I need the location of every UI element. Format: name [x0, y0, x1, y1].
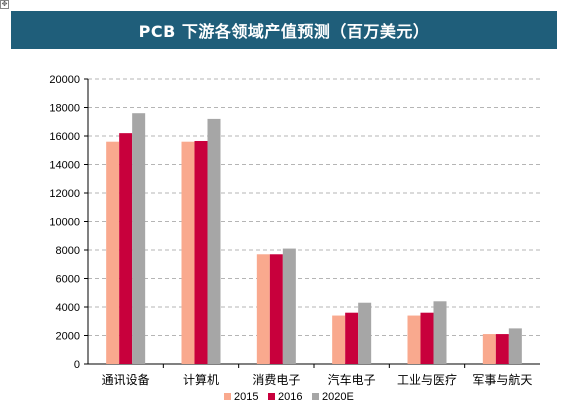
x-tick-label: 消费电子 — [252, 373, 300, 387]
legend-swatch-2016 — [268, 393, 275, 400]
y-tick-label: 6000 — [56, 274, 80, 286]
x-tick-label: 通讯设备 — [102, 373, 150, 387]
bar-2015-3 — [332, 315, 346, 364]
axis-labels: 0 2000 4000 6000 8000 10000 12000 14000 16000 180… — [49, 74, 532, 387]
legend-swatch-2020e — [312, 393, 319, 400]
move-handle-icon: ✥ — [0, 0, 9, 9]
axes — [84, 78, 540, 368]
bar-2016-5 — [495, 334, 509, 364]
y-tick-label: 0 — [74, 359, 80, 371]
bar-2020e-2 — [282, 248, 296, 364]
y-tick-label: 14000 — [49, 160, 80, 172]
bar-2015-2 — [256, 254, 270, 364]
chart-title: PCB 下游各领域产值预测（百万美元） — [11, 11, 557, 49]
y-tick-label: 16000 — [49, 131, 80, 143]
x-tick-label: 汽车电子 — [328, 372, 376, 387]
y-tick-label: 10000 — [49, 217, 80, 229]
bar-2015-1 — [181, 141, 195, 364]
x-tick-label: 工业与医疗 — [397, 373, 457, 387]
legend-label-2016: 2016 — [278, 391, 302, 403]
y-tick-label: 2000 — [56, 331, 80, 343]
legend: 2015 2016 2020E — [224, 391, 354, 403]
bar-2020e-3 — [358, 302, 372, 364]
bar-2015-5 — [482, 334, 496, 364]
bar-2016-0 — [119, 133, 133, 364]
bar-2020e-1 — [207, 118, 221, 365]
bar-2020e-5 — [508, 328, 522, 364]
y-tick-label: 20000 — [49, 74, 80, 86]
bar-2016-4 — [420, 312, 434, 364]
gridlines — [88, 78, 540, 336]
bar-2016-1 — [194, 140, 208, 364]
bar-2020e-4 — [433, 301, 447, 364]
legend-label-2015: 2015 — [234, 391, 258, 403]
bars — [106, 113, 522, 365]
bar-2016-2 — [269, 254, 283, 364]
y-tick-label: 8000 — [56, 245, 80, 257]
legend-label-2020e: 2020E — [322, 391, 354, 403]
y-tick-label: 12000 — [49, 188, 80, 200]
bar-2015-0 — [106, 141, 120, 364]
y-tick-label: 18000 — [49, 103, 80, 115]
bar-2020e-0 — [132, 113, 146, 364]
bar-2015-4 — [407, 315, 421, 364]
x-tick-label: 计算机 — [183, 372, 219, 387]
x-tick-label: 军事与航天 — [472, 372, 532, 387]
bar-2016-3 — [345, 312, 359, 364]
y-tick-label: 4000 — [56, 302, 80, 314]
legend-swatch-2015 — [224, 393, 231, 400]
